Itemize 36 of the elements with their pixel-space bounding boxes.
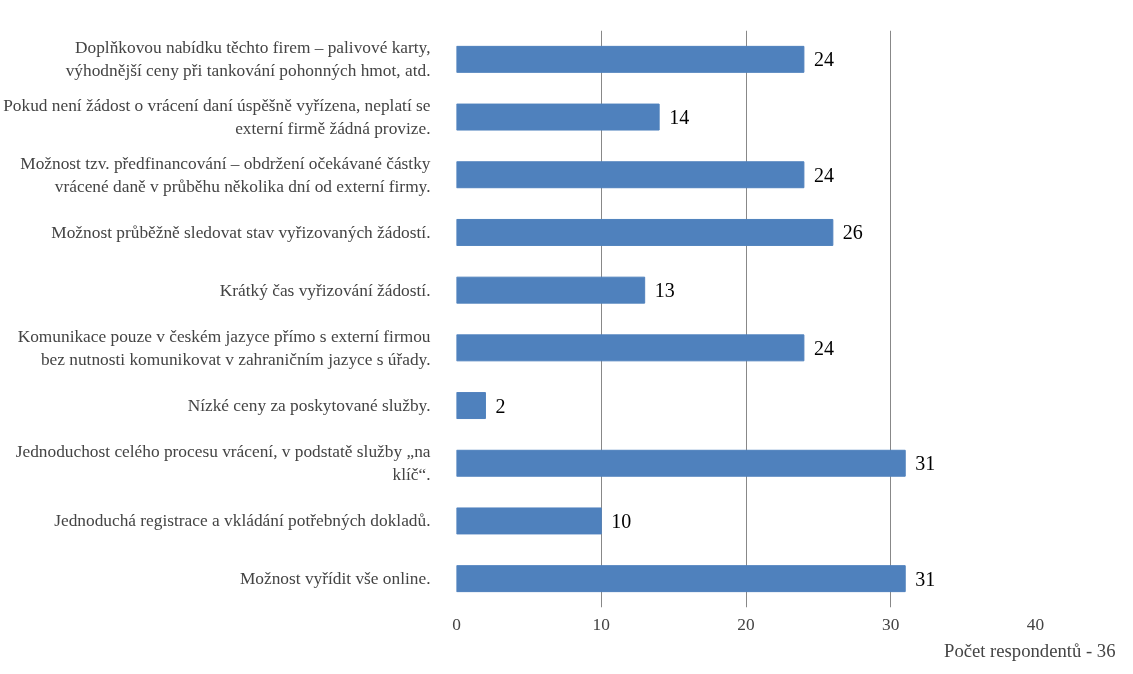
bar <box>456 334 805 362</box>
bar <box>456 449 906 477</box>
x-tick-label: 20 <box>737 614 755 634</box>
data-label: 14 <box>669 106 690 129</box>
x-axis-title: Počet respondentů - 36 <box>944 639 1116 661</box>
bar <box>456 103 660 131</box>
x-tick-label: 0 <box>452 614 461 634</box>
bar <box>456 392 486 420</box>
bar <box>456 276 646 304</box>
y-tick-label: Pokud není žádost o vrácení daní úspěšně vyřízena, neplatí se externí firmě žádná provize. <box>3 96 431 138</box>
data-label: 24 <box>813 48 834 71</box>
y-tick-label: Komunikace pouze v českém jazyce přímo s externí firmou bez nutnosti komunikovat v zahraničním jazyce s úřady. <box>17 326 431 369</box>
y-tick-label: Možnost průběžně sledovat stav vyřizovaných žádostí. <box>51 222 431 242</box>
data-label: 26 <box>842 221 863 244</box>
x-tick-label: 30 <box>882 614 900 634</box>
y-tick-label: Doplňkovou nabídku těchto firem – palivové karty, výhodnější ceny při tankování pohonných hmot, atd. <box>65 38 431 81</box>
data-label: 31 <box>915 567 936 590</box>
data-label: 24 <box>813 163 834 186</box>
y-tick-label: Nízké ceny za poskytované služby. <box>187 396 431 416</box>
data-label: 31 <box>915 452 936 475</box>
data-label: 2 <box>495 394 506 417</box>
bar <box>456 45 805 73</box>
data-label: 13 <box>654 279 675 302</box>
x-tick-label: 40 <box>1026 614 1045 634</box>
y-tick-label: Jednoduchá registrace a vkládání potřebných dokladů. <box>54 511 431 531</box>
y-tick-label: Jednoduchost celého procesu vrácení, v podstatě služby „na klíč“. <box>15 442 431 485</box>
bar <box>456 218 834 246</box>
bar <box>456 507 602 535</box>
bar <box>456 161 805 189</box>
y-tick-label: Možnost vyřídit vše online. <box>239 569 431 589</box>
data-label: 24 <box>813 336 834 359</box>
y-tick-label: Možnost tzv. předfinancování – obdržení očekávané částky vrácené daně v průběhu několika dní od externí firmy. <box>20 153 431 196</box>
x-tick-label: 10 <box>592 614 610 634</box>
bar <box>456 565 906 593</box>
data-label: 10 <box>611 509 632 532</box>
y-tick-label: Krátký čas vyřizování žádostí. <box>219 280 431 300</box>
